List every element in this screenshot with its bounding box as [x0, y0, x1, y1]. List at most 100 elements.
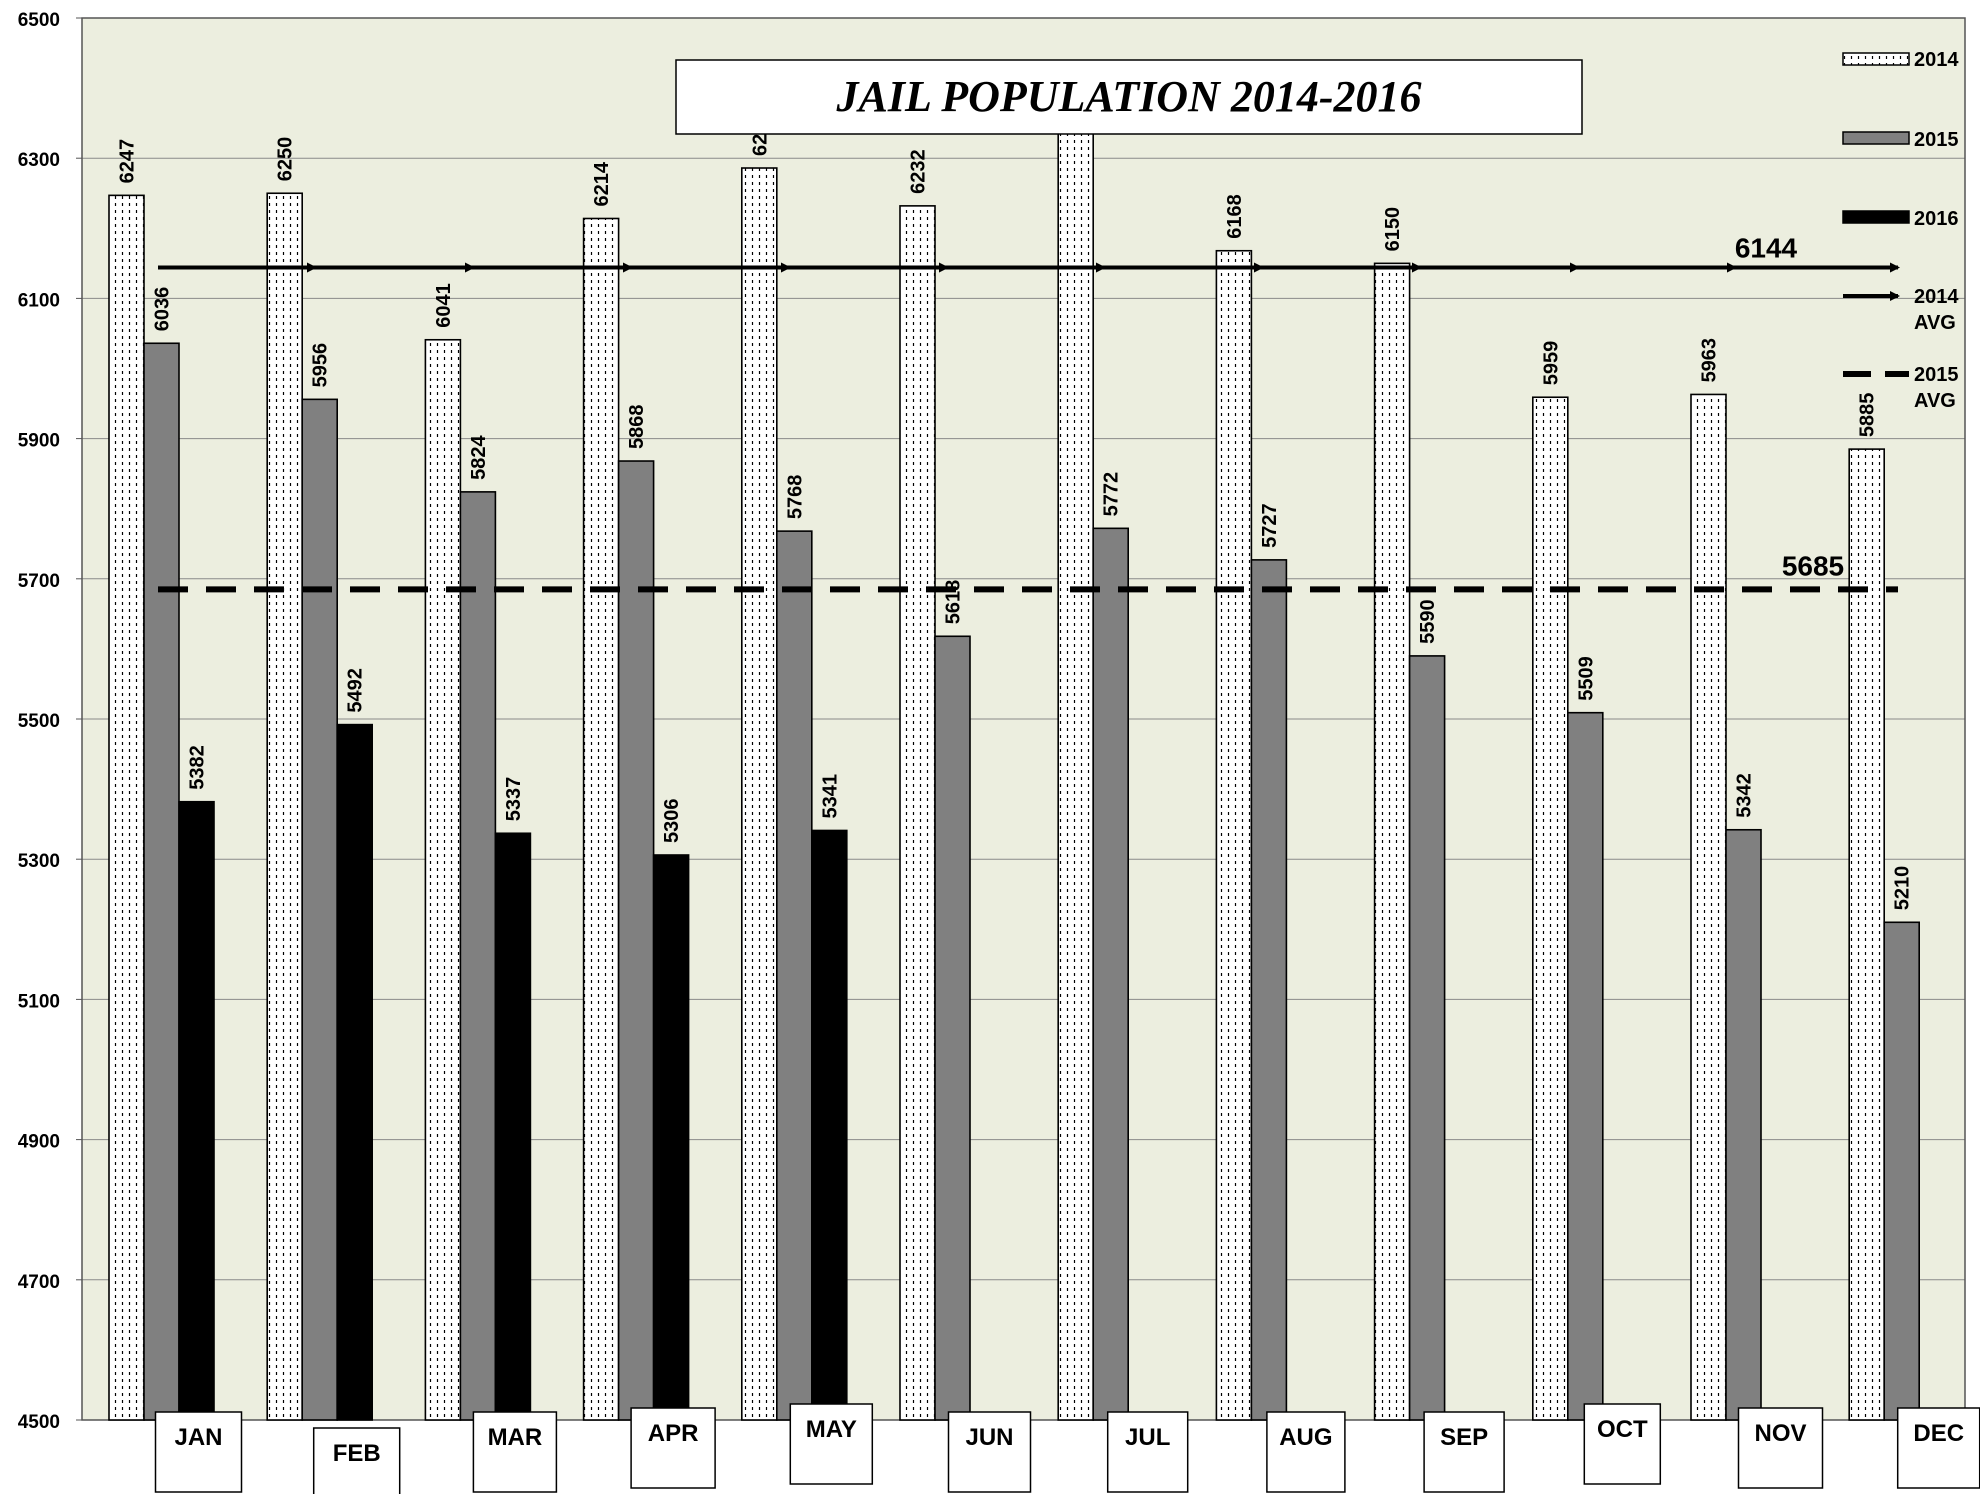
data-label-2015-sep: 5590 — [1417, 599, 1439, 644]
data-label-2015-dec: 5210 — [1892, 866, 1914, 911]
category-label-nov: NOV — [1754, 1420, 1806, 1447]
bar-2015-sep — [1408, 655, 1446, 1421]
category-box — [630, 1407, 716, 1489]
legend-label-2015-avg-line1: 2015 — [1914, 364, 1959, 386]
y-tick-label: 4700 — [18, 1272, 60, 1293]
data-label-2014-apr: 6214 — [591, 161, 613, 206]
bar-2015-nov — [1725, 828, 1762, 1421]
data-label-2015-mar: 5824 — [468, 435, 490, 480]
bar-2015-feb — [301, 398, 339, 1421]
data-label-2016-may: 5341 — [819, 774, 841, 819]
legend-swatch-2014 — [1842, 52, 1910, 66]
data-label-2014-nov: 5963 — [1699, 338, 1721, 383]
data-label-2015-feb: 5956 — [310, 343, 332, 388]
category-label-jan: JAN — [174, 1424, 222, 1451]
bar-2015-oct — [1567, 711, 1604, 1421]
category-label-may: MAY — [806, 1416, 857, 1443]
y-tick-label: 4900 — [18, 1132, 60, 1153]
bar-2014-jan — [108, 194, 145, 1421]
bar-2014-dec — [1848, 448, 1885, 1421]
data-label-2014-feb: 6250 — [275, 137, 297, 182]
avg-2014-label: 6144 — [1735, 233, 1798, 264]
bar-2014-feb — [266, 192, 304, 1421]
bar-2016-may — [810, 829, 848, 1421]
data-label-2014-sep: 6150 — [1382, 207, 1404, 252]
bar-2015-may — [775, 530, 813, 1421]
data-label-2016-mar: 5337 — [503, 777, 525, 822]
y-tick-label: 5700 — [18, 571, 60, 592]
legend-label-2014-avg-line1: 2014 — [1914, 286, 1959, 308]
category-label-jun: JUN — [965, 1424, 1013, 1451]
legend-swatch-2016 — [1842, 210, 1910, 224]
bar-2016-jan — [178, 800, 215, 1421]
data-label-2015-jul: 5772 — [1101, 472, 1123, 517]
bar-2014-may — [740, 167, 778, 1421]
legend-label-2014: 2014 — [1914, 49, 1959, 71]
y-tick-label: 6300 — [18, 150, 60, 171]
category-box — [1423, 1411, 1505, 1493]
category-box — [1266, 1411, 1346, 1493]
bar-2016-mar — [494, 832, 532, 1421]
bar-2014-jul — [1057, 101, 1094, 1421]
y-tick-label: 5500 — [18, 711, 60, 732]
bar-2015-jul — [1092, 527, 1129, 1421]
category-label-aug: AUG — [1279, 1424, 1332, 1451]
data-label-2015-jan: 6036 — [152, 287, 174, 332]
y-tick-label: 6500 — [18, 10, 60, 31]
category-label-sep: SEP — [1440, 1424, 1488, 1451]
y-tick-label: 5100 — [18, 991, 60, 1012]
data-label-2014-may: 62 — [749, 134, 771, 156]
title-box — [675, 59, 1583, 135]
data-label-2014-dec: 5885 — [1857, 393, 1879, 438]
category-box — [789, 1403, 874, 1485]
category-label-apr: APR — [648, 1420, 699, 1447]
data-label-2015-oct: 5509 — [1575, 656, 1597, 701]
bar-2014-mar — [424, 338, 462, 1421]
bar-2015-jun — [934, 635, 971, 1421]
bar-2015-jan — [143, 342, 180, 1421]
y-tick-label: 5900 — [18, 431, 60, 452]
category-box — [1583, 1403, 1662, 1485]
data-label-2015-may: 5768 — [784, 475, 806, 520]
bar-2014-jun — [899, 205, 936, 1421]
category-label-jul: JUL — [1125, 1424, 1170, 1451]
chart-title: JAIL POPULATION 2014-2016 — [835, 72, 1421, 121]
y-tick-label: 5300 — [18, 851, 60, 872]
legend-label-2016: 2016 — [1914, 208, 1959, 230]
data-label-2014-mar: 6041 — [433, 283, 455, 328]
legend-swatch-2015 — [1842, 131, 1910, 145]
y-tick-label: 6100 — [18, 290, 60, 311]
data-label-2015-apr: 5868 — [626, 405, 648, 450]
legend-label-2015: 2015 — [1914, 129, 1959, 151]
bar-2015-dec — [1883, 921, 1920, 1421]
category-box — [472, 1411, 558, 1493]
data-label-2016-jan: 5382 — [187, 745, 209, 790]
category-box — [154, 1411, 243, 1493]
data-label-2014-jun: 6232 — [908, 149, 930, 194]
y-tick-label: 4500 — [18, 1412, 60, 1433]
bar-2016-feb — [336, 723, 374, 1421]
data-label-2015-aug: 5727 — [1259, 503, 1281, 548]
avg-2015-label: 5685 — [1782, 550, 1844, 581]
data-label-2016-apr: 5306 — [661, 798, 683, 843]
bar-2015-mar — [459, 491, 497, 1421]
data-label-2014-aug: 6168 — [1224, 194, 1246, 239]
category-label-mar: MAR — [488, 1424, 543, 1451]
category-box — [947, 1411, 1032, 1493]
legend-label-2015-avg-line2: AVG — [1914, 390, 1956, 412]
bar-2014-oct — [1532, 396, 1569, 1421]
data-label-2015-jun: 5618 — [943, 580, 965, 625]
data-label-2014-jan: 6247 — [117, 139, 139, 184]
bar-2015-apr — [617, 460, 655, 1421]
category-box — [312, 1427, 401, 1494]
data-label-2015-nov: 5342 — [1734, 773, 1756, 818]
data-label-2014-oct: 5959 — [1540, 341, 1562, 386]
bar-2014-apr — [582, 217, 620, 1421]
category-label-feb: FEB — [333, 1440, 381, 1467]
category-box — [1106, 1411, 1189, 1493]
bar-2014-aug — [1215, 249, 1253, 1421]
bar-2016-apr — [652, 854, 690, 1421]
category-label-oct: OCT — [1597, 1416, 1648, 1443]
category-label-dec: DEC — [1913, 1420, 1964, 1447]
